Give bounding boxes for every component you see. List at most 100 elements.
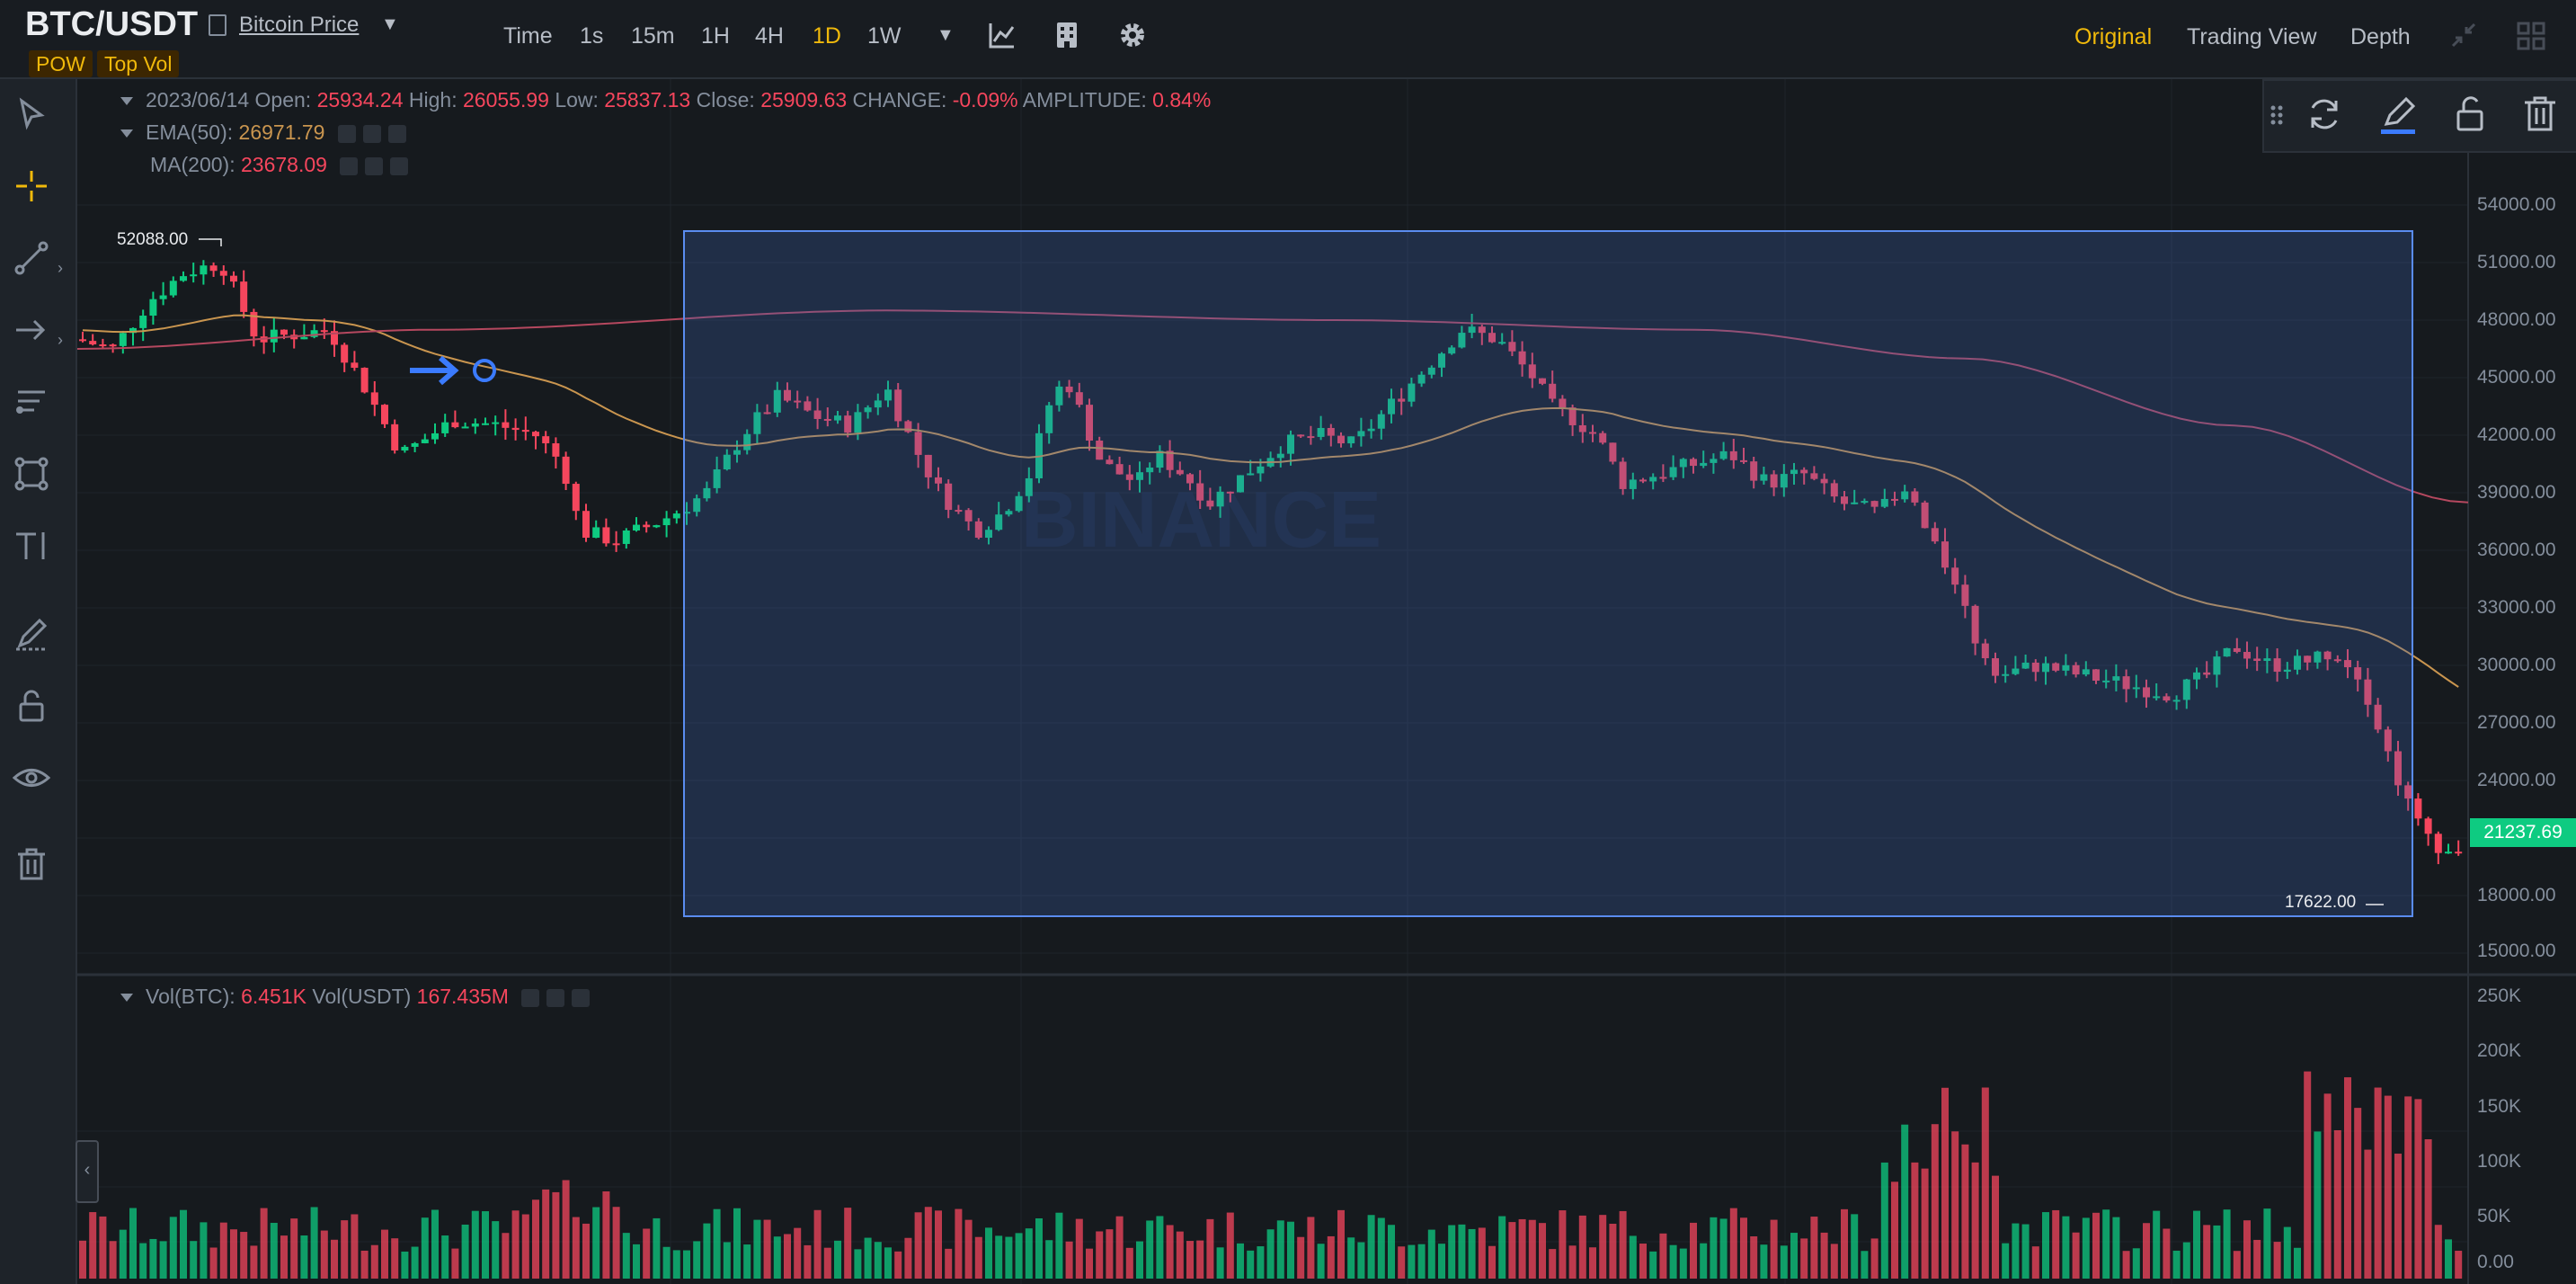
volume-bar	[2314, 1131, 2322, 1279]
candle-body	[1427, 367, 1435, 375]
drag-handle-icon[interactable]	[2268, 94, 2286, 135]
gear-small-icon[interactable]	[365, 156, 384, 175]
refresh-icon[interactable]	[2304, 94, 2345, 135]
volume-bar	[441, 1235, 449, 1279]
gear-small-icon[interactable]	[362, 124, 381, 143]
interval-1d[interactable]: 1D	[813, 23, 841, 49]
volume-bar	[1448, 1225, 1456, 1279]
view-trading-view[interactable]: Trading View	[2187, 24, 2317, 49]
pencil-icon[interactable]	[13, 615, 50, 653]
volume-bar	[1458, 1224, 1466, 1279]
chart-type-icon[interactable]	[987, 20, 1017, 50]
layout-grid-icon[interactable]	[2517, 22, 2545, 50]
volume-collapse-icon[interactable]	[120, 994, 133, 1003]
candle-body	[502, 422, 510, 428]
tag-top-vol[interactable]: Top Vol	[97, 50, 180, 77]
eye-small-icon[interactable]	[337, 124, 356, 143]
bitcoin-price-link[interactable]: Bitcoin Price	[239, 13, 360, 37]
volume-bar	[1729, 1208, 1737, 1279]
close-small-icon[interactable]	[387, 124, 406, 143]
candle-body	[1388, 398, 1395, 415]
close-small-icon[interactable]	[572, 988, 591, 1007]
volume-bar	[1719, 1218, 1728, 1279]
interval-time[interactable]: Time	[503, 23, 553, 49]
expand-arrow-icon[interactable]: ›	[58, 331, 63, 349]
interval-1h[interactable]: 1H	[701, 23, 730, 49]
last-price-badge: 21237.69	[2470, 818, 2576, 847]
interval-1w[interactable]: 1W	[867, 23, 902, 49]
interval-4h[interactable]: 4H	[755, 23, 784, 49]
candle-body	[1800, 469, 1808, 474]
view-depth[interactable]: Depth	[2350, 24, 2411, 49]
crosshair-icon[interactable]	[13, 167, 50, 205]
interval-15m[interactable]: 15m	[631, 23, 675, 49]
arrow-drawing[interactable]	[410, 355, 459, 386]
volume-bar	[1186, 1241, 1194, 1279]
rectangle-drawing[interactable]	[683, 230, 2413, 917]
tag-pow[interactable]: POW	[29, 50, 93, 77]
eye-icon[interactable]	[13, 759, 50, 797]
trend-line-icon[interactable]	[13, 239, 50, 277]
volume-bar	[1629, 1235, 1637, 1279]
unlock-icon[interactable]	[2449, 94, 2491, 135]
volume-bar	[1891, 1181, 1898, 1279]
volume-bar	[1800, 1238, 1808, 1279]
volume-bar	[1086, 1248, 1093, 1279]
candle-body	[482, 423, 489, 425]
fib-tool-icon[interactable]	[13, 383, 50, 421]
volume-bar	[693, 1241, 701, 1279]
volume-bar	[2002, 1243, 2010, 1279]
candle-body	[612, 543, 620, 546]
legend-collapse-icon[interactable]	[120, 97, 133, 106]
settings-gear-icon[interactable]	[1117, 20, 1148, 50]
candle-body	[200, 265, 208, 275]
pen-icon[interactable]	[2377, 94, 2419, 135]
eye-small-icon[interactable]	[340, 156, 359, 175]
lock-icon[interactable]	[13, 687, 50, 725]
candle-body	[773, 389, 781, 413]
volume-bar	[1710, 1217, 1718, 1279]
cursor-icon[interactable]	[13, 95, 50, 133]
volume-bar	[471, 1210, 479, 1279]
indicator-collapse-icon[interactable]	[120, 129, 133, 138]
volume-bar	[532, 1199, 539, 1279]
candle-body	[1065, 386, 1073, 393]
candle-body	[1941, 541, 1949, 568]
volume-bar	[1266, 1229, 1275, 1279]
trash-icon[interactable]	[13, 845, 50, 883]
candle-body	[794, 400, 802, 403]
collapse-sidebar-button[interactable]: ‹	[76, 1140, 99, 1203]
view-original[interactable]: Original	[2074, 24, 2153, 49]
trash-icon[interactable]	[2519, 94, 2561, 135]
arrow-tool-icon[interactable]	[13, 311, 50, 349]
volume-bar	[411, 1246, 419, 1279]
candle-body	[1841, 496, 1848, 504]
candle-body	[79, 339, 86, 342]
volume-bar	[2294, 1247, 2301, 1279]
expand-trend-icon[interactable]: ›	[58, 259, 63, 277]
document-icon[interactable]	[209, 14, 227, 36]
collapse-icon[interactable]	[2450, 22, 2477, 49]
volume-bar	[391, 1238, 399, 1279]
candle-body	[854, 412, 862, 433]
interval-1s[interactable]: 1s	[580, 23, 604, 49]
ma-200-line	[77, 309, 2469, 504]
volume-bar	[2253, 1239, 2261, 1279]
eye-small-icon[interactable]	[521, 988, 540, 1007]
circle-drawing[interactable]	[473, 359, 496, 382]
interval-dropdown-icon[interactable]: ▼	[937, 25, 955, 45]
candle-body	[964, 510, 973, 522]
volume-bar	[823, 1247, 831, 1279]
gear-small-icon[interactable]	[546, 988, 565, 1007]
candle-body	[1237, 475, 1244, 493]
volume-bar	[2193, 1210, 2200, 1279]
volume-bar	[2172, 1250, 2181, 1279]
close-small-icon[interactable]	[390, 156, 409, 175]
indicators-icon[interactable]	[1052, 20, 1082, 50]
pattern-tool-icon[interactable]	[13, 455, 50, 493]
chevron-down-icon[interactable]: ▼	[381, 14, 399, 34]
volume-bar	[713, 1208, 721, 1279]
candle-body	[1508, 342, 1516, 352]
text-tool-icon[interactable]	[13, 527, 50, 565]
candlestick-chart[interactable]: BINANCE	[77, 79, 2576, 1284]
